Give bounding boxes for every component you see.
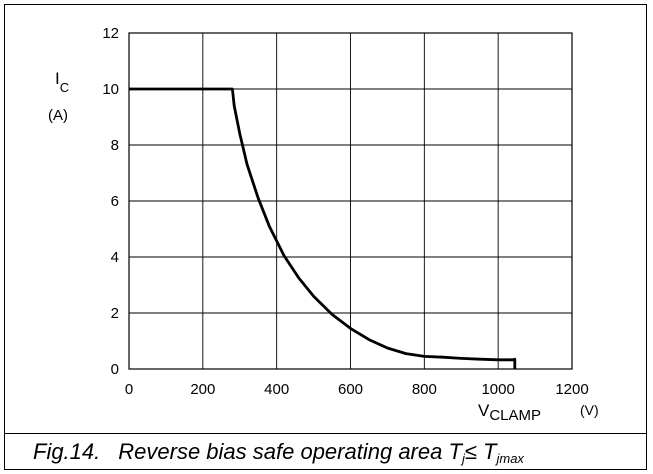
x-tick-label: 400 — [264, 381, 289, 398]
figure-title: Reverse bias safe operating area — [118, 439, 443, 464]
x-tick-label: 1000 — [481, 381, 514, 398]
y-tick-label: 4 — [111, 249, 119, 266]
x-tick-label: 600 — [338, 381, 363, 398]
plot-area — [128, 32, 573, 370]
y-axis-unit: (A) — [48, 107, 68, 124]
x-tick-label: 1200 — [555, 381, 588, 398]
condition-operator: ≤ — [464, 439, 477, 464]
x-axis-label: VCLAMP — [478, 401, 541, 424]
y-tick-label: 8 — [111, 137, 119, 154]
y-tick-label: 10 — [102, 81, 119, 98]
y-tick-label: 0 — [111, 361, 119, 378]
y-tick-label: 12 — [102, 25, 119, 42]
figure-caption: Fig.14. Reverse bias safe operating area … — [33, 437, 643, 469]
caption-divider — [4, 433, 647, 434]
y-tick-label: 2 — [111, 305, 119, 322]
x-axis-unit: (V) — [580, 402, 599, 418]
figure-number: Fig.14. — [33, 439, 101, 464]
y-axis-label: IC — [55, 69, 69, 95]
y-tick-label: 6 — [111, 193, 119, 210]
x-tick-label: 200 — [190, 381, 215, 398]
condition-right: Tjmax — [483, 439, 524, 466]
safe-operating-area-curve — [129, 87, 517, 369]
x-tick-label: 0 — [125, 381, 133, 398]
figure-frame — [4, 4, 647, 470]
grid — [129, 33, 572, 369]
condition-left: Tj — [448, 439, 465, 466]
x-tick-label: 800 — [412, 381, 437, 398]
tick-labels: 0 200 400 600 800 1000 1200 0 2 4 6 8 10 12 — [102, 25, 588, 398]
